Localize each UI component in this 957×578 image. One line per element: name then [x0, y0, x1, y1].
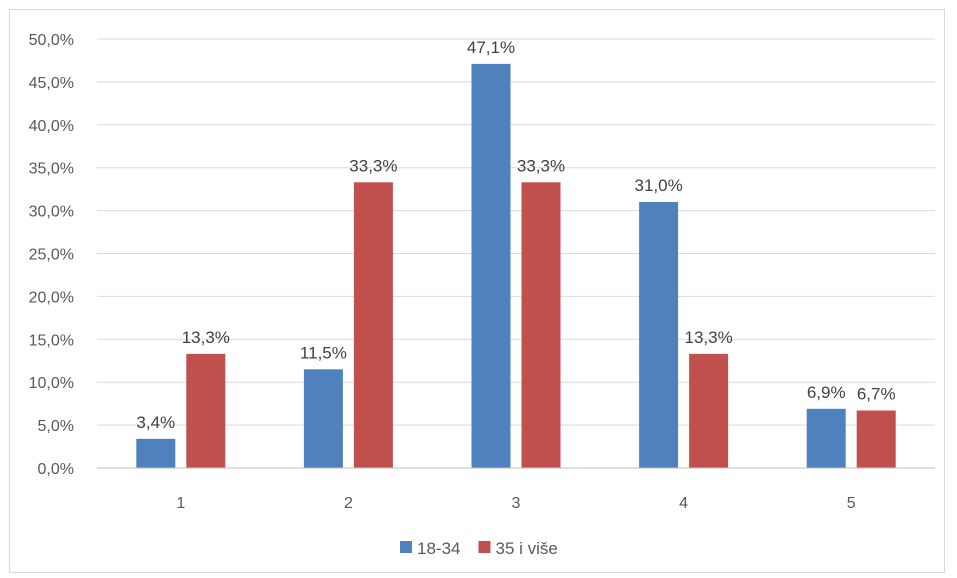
bar: [303, 369, 343, 468]
y-tick-label: 5,0%: [38, 418, 74, 435]
bar: [521, 182, 561, 468]
y-tick-label: 0,0%: [38, 461, 74, 478]
data-label: 33,3%: [517, 156, 565, 175]
legend-label: 35 i više: [495, 539, 557, 558]
bar: [471, 63, 511, 469]
x-tick-label: 4: [679, 495, 688, 512]
data-label: 31,0%: [634, 176, 682, 195]
y-tick-label: 50,0%: [29, 32, 74, 49]
data-label: 3,4%: [136, 413, 175, 432]
legend-swatch: [400, 541, 412, 553]
legend-swatch: [478, 541, 491, 553]
x-tick-label: 3: [512, 495, 521, 512]
y-axis-ticks: 0,0% 5,0% 10,0% 15,0% 20,0% 25,0% 30,0% 35,0% 40…: [29, 32, 74, 478]
bars: [136, 63, 896, 469]
y-tick-label: 35,0%: [29, 161, 74, 178]
x-tick-label: 2: [344, 495, 353, 512]
data-label: 6,7%: [857, 385, 896, 404]
y-tick-label: 15,0%: [29, 332, 74, 349]
y-tick-label: 45,0%: [29, 75, 74, 92]
bar: [639, 202, 679, 468]
x-tick-label: 5: [847, 495, 856, 512]
bar: [856, 410, 896, 468]
bar: [689, 353, 729, 468]
data-label: 33,3%: [349, 156, 397, 175]
y-tick-label: 25,0%: [29, 247, 74, 264]
bar: [353, 182, 393, 468]
data-label: 6,9%: [807, 383, 846, 402]
bar: [186, 353, 226, 468]
data-label: 47,1%: [467, 38, 515, 57]
y-tick-label: 30,0%: [29, 204, 74, 221]
data-label: 13,3%: [684, 328, 732, 347]
data-label: 13,3%: [182, 328, 230, 347]
x-axis-ticks: 1 2 3 4 5: [176, 495, 855, 512]
x-tick-label: 1: [176, 495, 185, 512]
data-labels: 3,4% 13,3% 11,5% 33,3% 47,1% 33,3% 31,0% 13,3% 6…: [136, 38, 895, 432]
gridlines: [97, 38, 935, 426]
y-tick-label: 10,0%: [29, 375, 74, 392]
y-tick-label: 20,0%: [29, 289, 74, 306]
bar: [136, 438, 176, 468]
bar: [806, 408, 846, 468]
y-tick-label: 40,0%: [29, 118, 74, 135]
legend: 18-34 35 i više: [400, 539, 558, 558]
data-label: 11,5%: [300, 343, 347, 362]
legend-label: 18-34: [417, 539, 460, 558]
